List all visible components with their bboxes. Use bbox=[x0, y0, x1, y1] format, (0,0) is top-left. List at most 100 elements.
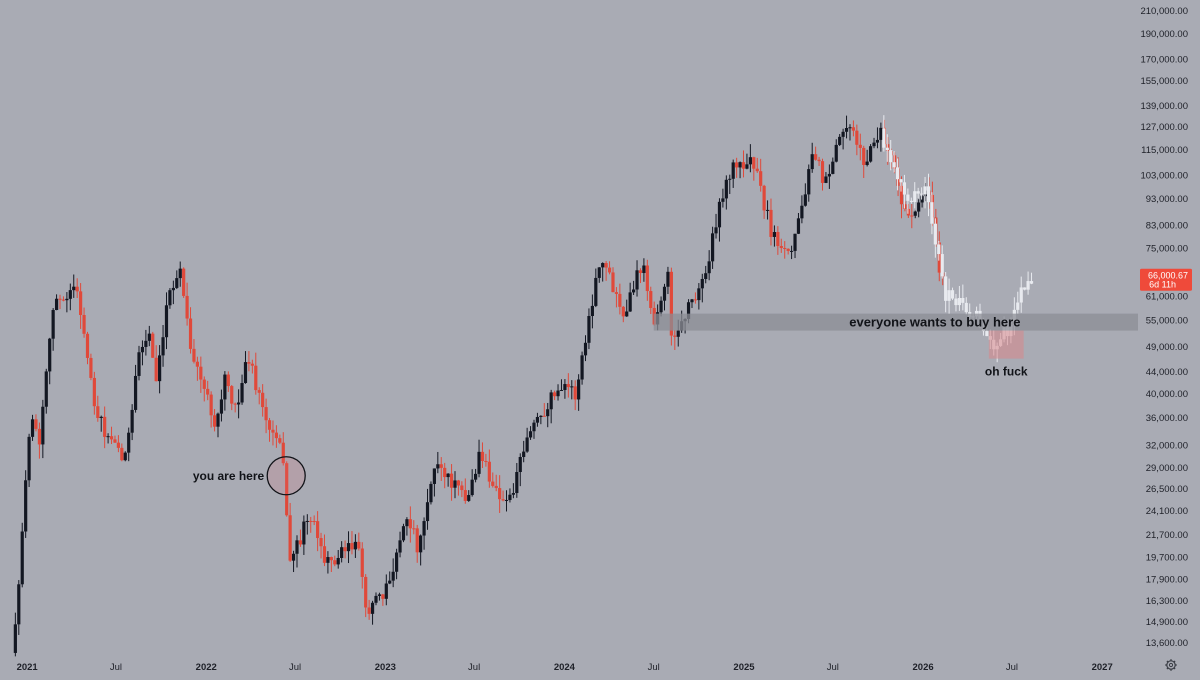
last-price-countdown: 6d 11h bbox=[1149, 280, 1176, 290]
candle-body bbox=[875, 139, 880, 143]
candle-body bbox=[690, 299, 694, 303]
candle-body bbox=[449, 473, 454, 488]
candle-body bbox=[817, 159, 821, 162]
candle-body bbox=[855, 130, 859, 145]
candle-body bbox=[395, 552, 399, 572]
candle-body bbox=[838, 136, 842, 145]
x-axis: 2021 Jul 2022 Jul 2023 Jul 2024 Jul 2025 Jul 2026 J… bbox=[17, 662, 1113, 673]
candle-body bbox=[219, 399, 224, 414]
candle-body bbox=[285, 463, 289, 516]
candle-body bbox=[604, 263, 608, 268]
candle-body bbox=[261, 392, 265, 408]
candle-body bbox=[618, 293, 622, 307]
candle-body bbox=[862, 147, 866, 165]
gear-icon[interactable] bbox=[1165, 659, 1177, 671]
x-tick-label: 2025 bbox=[733, 662, 755, 673]
candle-body bbox=[48, 338, 52, 372]
candle-body bbox=[460, 485, 464, 491]
candle-body bbox=[154, 357, 158, 382]
candle-body bbox=[858, 144, 862, 148]
candle-body bbox=[436, 464, 440, 469]
candle-body bbox=[54, 298, 59, 311]
projection-candle-body bbox=[930, 202, 934, 224]
candle-body bbox=[601, 263, 605, 268]
candle-body bbox=[796, 218, 801, 234]
candle-body bbox=[216, 413, 220, 427]
candle-body bbox=[206, 388, 210, 395]
candle-body bbox=[614, 292, 619, 294]
candle-body bbox=[673, 335, 677, 337]
candle-body bbox=[649, 291, 653, 308]
candle-body bbox=[539, 415, 543, 417]
candle-body bbox=[398, 540, 402, 553]
y-tick-label: 21,700.00 bbox=[1146, 530, 1188, 541]
y-tick-label: 40,000.00 bbox=[1146, 389, 1188, 400]
projection-candle-body bbox=[889, 150, 893, 163]
projection-candle-body bbox=[961, 297, 965, 303]
candle-body bbox=[13, 624, 17, 653]
candle-body bbox=[429, 483, 433, 503]
candle-body bbox=[316, 521, 320, 539]
candle-body bbox=[501, 499, 505, 501]
candle-body bbox=[590, 305, 594, 317]
candle-body bbox=[580, 355, 584, 380]
candle-body bbox=[92, 377, 96, 407]
x-tick-label: Jul bbox=[468, 662, 480, 673]
candle-body bbox=[147, 333, 151, 341]
candle-body bbox=[783, 247, 787, 249]
candle-body bbox=[573, 386, 577, 400]
candle-body bbox=[443, 467, 447, 478]
candle-body bbox=[113, 439, 117, 443]
candle-body bbox=[164, 305, 169, 338]
candle-body bbox=[769, 209, 773, 237]
candle-body bbox=[195, 361, 199, 367]
candle-body bbox=[24, 480, 28, 532]
projection-candle-body bbox=[899, 179, 903, 183]
x-tick-label: 2023 bbox=[375, 662, 396, 673]
candle-body bbox=[188, 318, 193, 349]
candle-body bbox=[559, 389, 564, 391]
candle-body bbox=[669, 271, 673, 336]
candle-body bbox=[748, 157, 752, 165]
y-tick-label: 19,700.00 bbox=[1146, 552, 1188, 563]
candle-body bbox=[731, 162, 735, 179]
candle-body bbox=[340, 547, 344, 558]
candle-body bbox=[309, 520, 313, 522]
projection-candle-body bbox=[913, 191, 917, 203]
candle-body bbox=[401, 526, 406, 541]
candle-body bbox=[302, 521, 306, 545]
candle-body bbox=[868, 146, 873, 162]
candle-body bbox=[278, 438, 282, 443]
candle-body bbox=[151, 333, 155, 358]
projection-candle-body bbox=[964, 302, 968, 313]
candle-body bbox=[364, 576, 368, 608]
y-tick-label: 210,000.00 bbox=[1140, 6, 1188, 17]
candle-body bbox=[17, 584, 21, 625]
y-tick-label: 93,000.00 bbox=[1146, 194, 1188, 205]
candle-body bbox=[412, 528, 416, 530]
candle-body bbox=[20, 531, 24, 585]
candle-body bbox=[872, 142, 876, 147]
candle-body bbox=[834, 144, 838, 162]
y-tick-label: 44,000.00 bbox=[1146, 367, 1188, 378]
candle-body bbox=[831, 161, 835, 174]
candle-body bbox=[570, 386, 574, 388]
candle-body bbox=[607, 267, 612, 273]
candle-body bbox=[752, 157, 756, 169]
candle-body bbox=[484, 461, 488, 463]
candle-body bbox=[202, 379, 206, 389]
candle-body bbox=[109, 436, 114, 440]
candle-body bbox=[51, 310, 55, 339]
candle-body bbox=[865, 161, 869, 165]
projection-candle-body bbox=[920, 193, 924, 195]
candle-body bbox=[171, 287, 175, 291]
projection-candle-body bbox=[954, 298, 958, 306]
candle-body bbox=[267, 420, 272, 430]
candle-body bbox=[106, 436, 110, 438]
candle-body bbox=[415, 528, 419, 553]
candle-body bbox=[37, 428, 42, 445]
candle-body bbox=[223, 374, 227, 400]
candle-body bbox=[820, 161, 825, 183]
